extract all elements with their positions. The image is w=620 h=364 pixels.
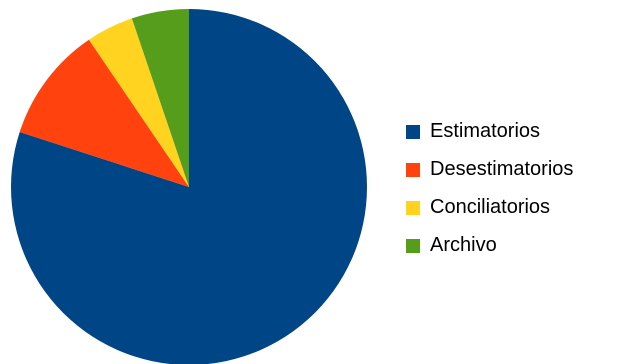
pie-slice-archivo [131,9,189,187]
pie-slice-conciliatorios [88,18,189,187]
legend-label-conciliatorios: Conciliatorios [430,196,551,218]
legend-item-conciliatorios: Conciliatorios [406,195,573,220]
pie-slice-estimatorios [11,9,367,364]
legend: Estimatorios Desestimatorios Conciliator… [406,119,573,271]
legend-label-desestimatorios: Desestimatorios [430,158,574,180]
legend-swatch-estimatorios [406,124,420,139]
legend-item-archivo: Archivo [406,233,573,258]
legend-swatch-archivo [406,238,420,253]
legend-label-estimatorios: Estimatorios [430,120,541,142]
legend-item-estimatorios: Estimatorios [406,119,573,144]
pie-slice-desestimatorios [19,39,189,187]
legend-item-desestimatorios: Desestimatorios [406,157,573,182]
legend-swatch-desestimatorios [406,162,420,177]
legend-swatch-conciliatorios [406,200,420,215]
legend-label-archivo: Archivo [430,234,497,256]
